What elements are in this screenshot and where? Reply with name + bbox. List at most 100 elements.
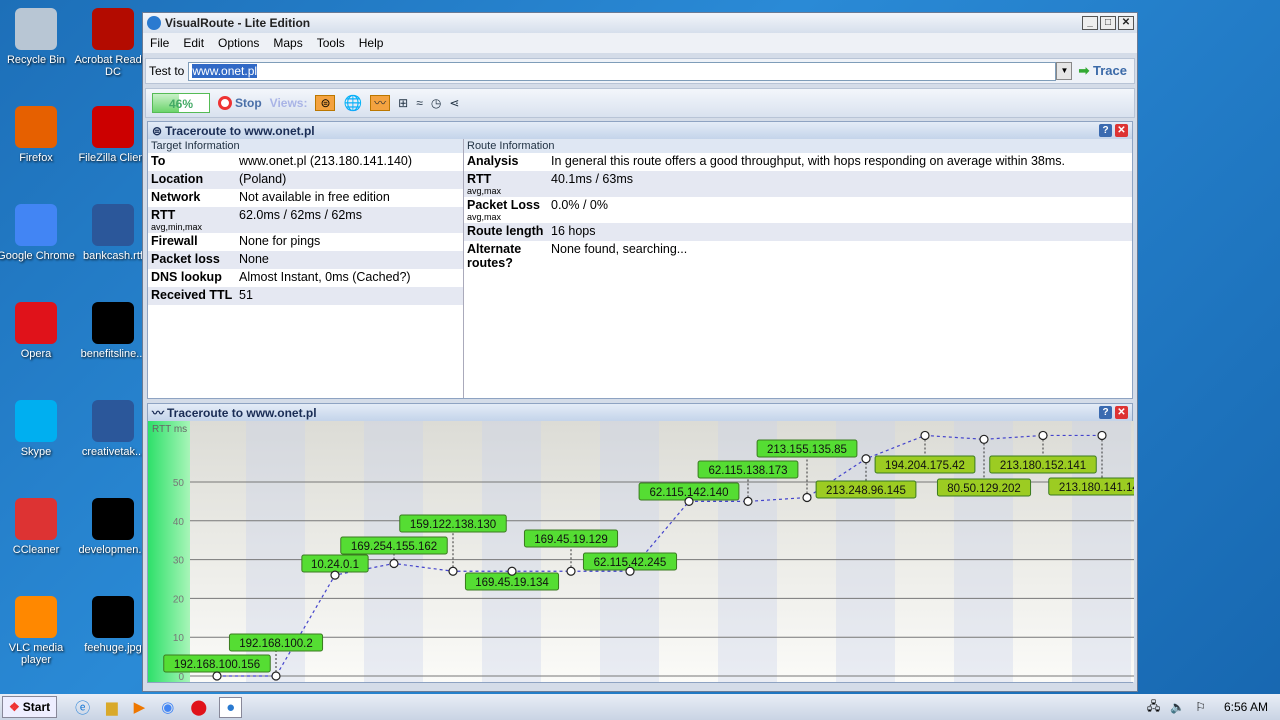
taskbar-chrome-icon[interactable]: ◉: [161, 699, 175, 716]
view-clock-icon[interactable]: ◷: [430, 96, 442, 110]
hop-point: [389, 558, 399, 569]
desktop-icon-image: [92, 400, 134, 442]
clock[interactable]: 6:56 AM: [1223, 700, 1268, 714]
test-to-input[interactable]: www.onet.pl: [188, 61, 1057, 81]
close-button[interactable]: ✕: [1118, 16, 1134, 30]
progress-bar: 46%: [152, 93, 210, 113]
stop-button[interactable]: Stop: [218, 96, 262, 110]
close-panel-icon[interactable]: ✕: [1115, 406, 1128, 419]
hop-point: [212, 671, 222, 681]
menu-file[interactable]: File: [150, 36, 170, 50]
menu-maps[interactable]: Maps: [273, 36, 303, 50]
hop-point: [271, 671, 281, 681]
view-network-icon[interactable]: ⋖: [449, 96, 460, 110]
desktop-icon[interactable]: Google Chrome: [0, 204, 76, 262]
panel-title: Traceroute to www.onet.pl: [165, 123, 315, 138]
desktop-icon[interactable]: Opera: [0, 302, 76, 360]
info-row: Network Not available in free edition: [151, 190, 390, 204]
hop-point: [1097, 430, 1107, 441]
trace-button[interactable]: ➡ Trace: [1078, 63, 1127, 78]
desktop-icon-image: [92, 596, 134, 638]
hop-label-box: [399, 514, 507, 533]
hop-point: [566, 566, 576, 576]
start-button[interactable]: ❖ Start: [2, 696, 58, 718]
route-table: Analysis In general this route offers a g…: [464, 153, 1132, 271]
y-axis-label: RTT ms: [152, 424, 187, 435]
desktop-icon-image: [15, 106, 57, 148]
info-row: Packet Loss avg,max 0.0% / 0%: [467, 198, 608, 222]
taskbar-visualroute-icon[interactable]: ●: [219, 696, 243, 718]
hop-label: 159.122.138.130: [410, 519, 496, 531]
desktop-icon[interactable]: CCleaner: [0, 498, 76, 556]
tray-volume-icon[interactable]: 🔈: [1170, 700, 1186, 714]
hop-label: 169.45.19.129: [534, 534, 608, 546]
info-row: To www.onet.pl (213.180.141.140): [151, 154, 413, 168]
desktop-icon[interactable]: Firefox: [0, 106, 76, 164]
info-row: RTT avg,min,max 62.0ms / 62ms / 62ms: [148, 207, 463, 233]
app-globe-icon: [147, 16, 161, 30]
maximize-button[interactable]: □: [1100, 16, 1116, 30]
desktop-icon[interactable]: creativetak...: [73, 400, 153, 458]
hop-point: [448, 566, 458, 576]
desktop-icon[interactable]: VLC media player: [0, 596, 76, 666]
desktop-icon-image: [15, 302, 57, 344]
tray-network-icon[interactable]: 🖧: [1146, 698, 1161, 713]
desktop-icon[interactable]: Acrobat Reader DC: [73, 8, 153, 78]
help-icon[interactable]: ?: [1099, 406, 1112, 419]
minimize-button[interactable]: _: [1082, 16, 1098, 30]
taskbar-explorer-icon[interactable]: ▆: [106, 699, 118, 716]
hop-label: 169.45.19.134: [475, 577, 549, 589]
hop-label: 213.180.152.141: [1000, 460, 1086, 472]
desktop-icon[interactable]: FileZilla Client: [73, 106, 153, 164]
desktop-icon[interactable]: Skype: [0, 400, 76, 458]
menu-help[interactable]: Help: [358, 36, 384, 50]
hop-label: 192.168.100.156: [174, 659, 260, 671]
menu-edit[interactable]: Edit: [183, 36, 205, 50]
stop-icon: [218, 96, 232, 110]
y-tick-label: 30: [173, 556, 185, 567]
hop-point: [920, 430, 930, 441]
hop-label: 62.115.42.245: [594, 557, 667, 569]
hop-label-box: [1048, 477, 1134, 496]
tray-flag-icon[interactable]: ⚐: [1195, 700, 1206, 714]
view-table-icon[interactable]: ⊞: [398, 96, 409, 110]
arrow-right-icon: ➡: [1078, 63, 1090, 78]
test-to-label: Test to: [149, 64, 185, 78]
taskbar-media-icon[interactable]: ▶: [133, 699, 146, 716]
help-icon[interactable]: ?: [1099, 124, 1112, 137]
view-summary-icon[interactable]: ⊜: [315, 95, 336, 111]
summary-icon: ⊜: [152, 123, 163, 138]
taskbar-opera-icon[interactable]: ⬤: [190, 699, 208, 716]
windows-logo-icon: ❖: [9, 700, 20, 714]
dropdown-button[interactable]: ▼: [1056, 62, 1073, 80]
menu-tools[interactable]: Tools: [316, 36, 345, 50]
hop-label: 213.248.96.145: [826, 485, 906, 497]
desktop-icon[interactable]: Recycle Bin: [0, 8, 76, 66]
hop-label: 10.24.0.1: [311, 559, 359, 571]
column-band: [600, 421, 659, 682]
taskbar-ie-icon[interactable]: ⓔ: [75, 699, 91, 717]
desktop-icon[interactable]: developmen...: [73, 498, 153, 556]
close-panel-icon[interactable]: ✕: [1115, 124, 1128, 137]
desktop-icon[interactable]: feehuge.jpg: [73, 596, 153, 654]
hop-label-box: [756, 439, 858, 458]
route-header: Route Information: [464, 139, 1132, 153]
view-globe-icon[interactable]: 🌐: [343, 95, 363, 112]
hop-label-box: [815, 480, 917, 499]
desktop-icon-image: [15, 400, 57, 442]
title-bar: VisualRoute - Lite Edition _ □ ✕: [143, 13, 1137, 33]
hop-label: 80.50.129.202: [947, 483, 1021, 495]
desktop-icon[interactable]: bankcash.rtf: [73, 204, 153, 262]
desktop-icon-image: [92, 204, 134, 246]
hop-label-box: [340, 536, 448, 555]
view-trend-icon[interactable]: ≈: [416, 96, 423, 110]
hop-label-box: [936, 478, 1032, 497]
taskbar: ❖ Start ⓔ ▆ ▶ ◉ ⬤ ● 🖧 🔈 ⚐ 6:56 AM: [0, 694, 1280, 720]
desktop-icon[interactable]: benefitsline...: [73, 302, 153, 360]
hop-label: 169.254.155.162: [351, 541, 437, 553]
view-graph-icon[interactable]: 〰: [370, 95, 391, 111]
hop-point: [861, 454, 871, 464]
info-row: Location (Poland): [148, 171, 463, 189]
menu-options[interactable]: Options: [218, 36, 260, 50]
hop-label: 62.115.142.140: [649, 487, 728, 499]
